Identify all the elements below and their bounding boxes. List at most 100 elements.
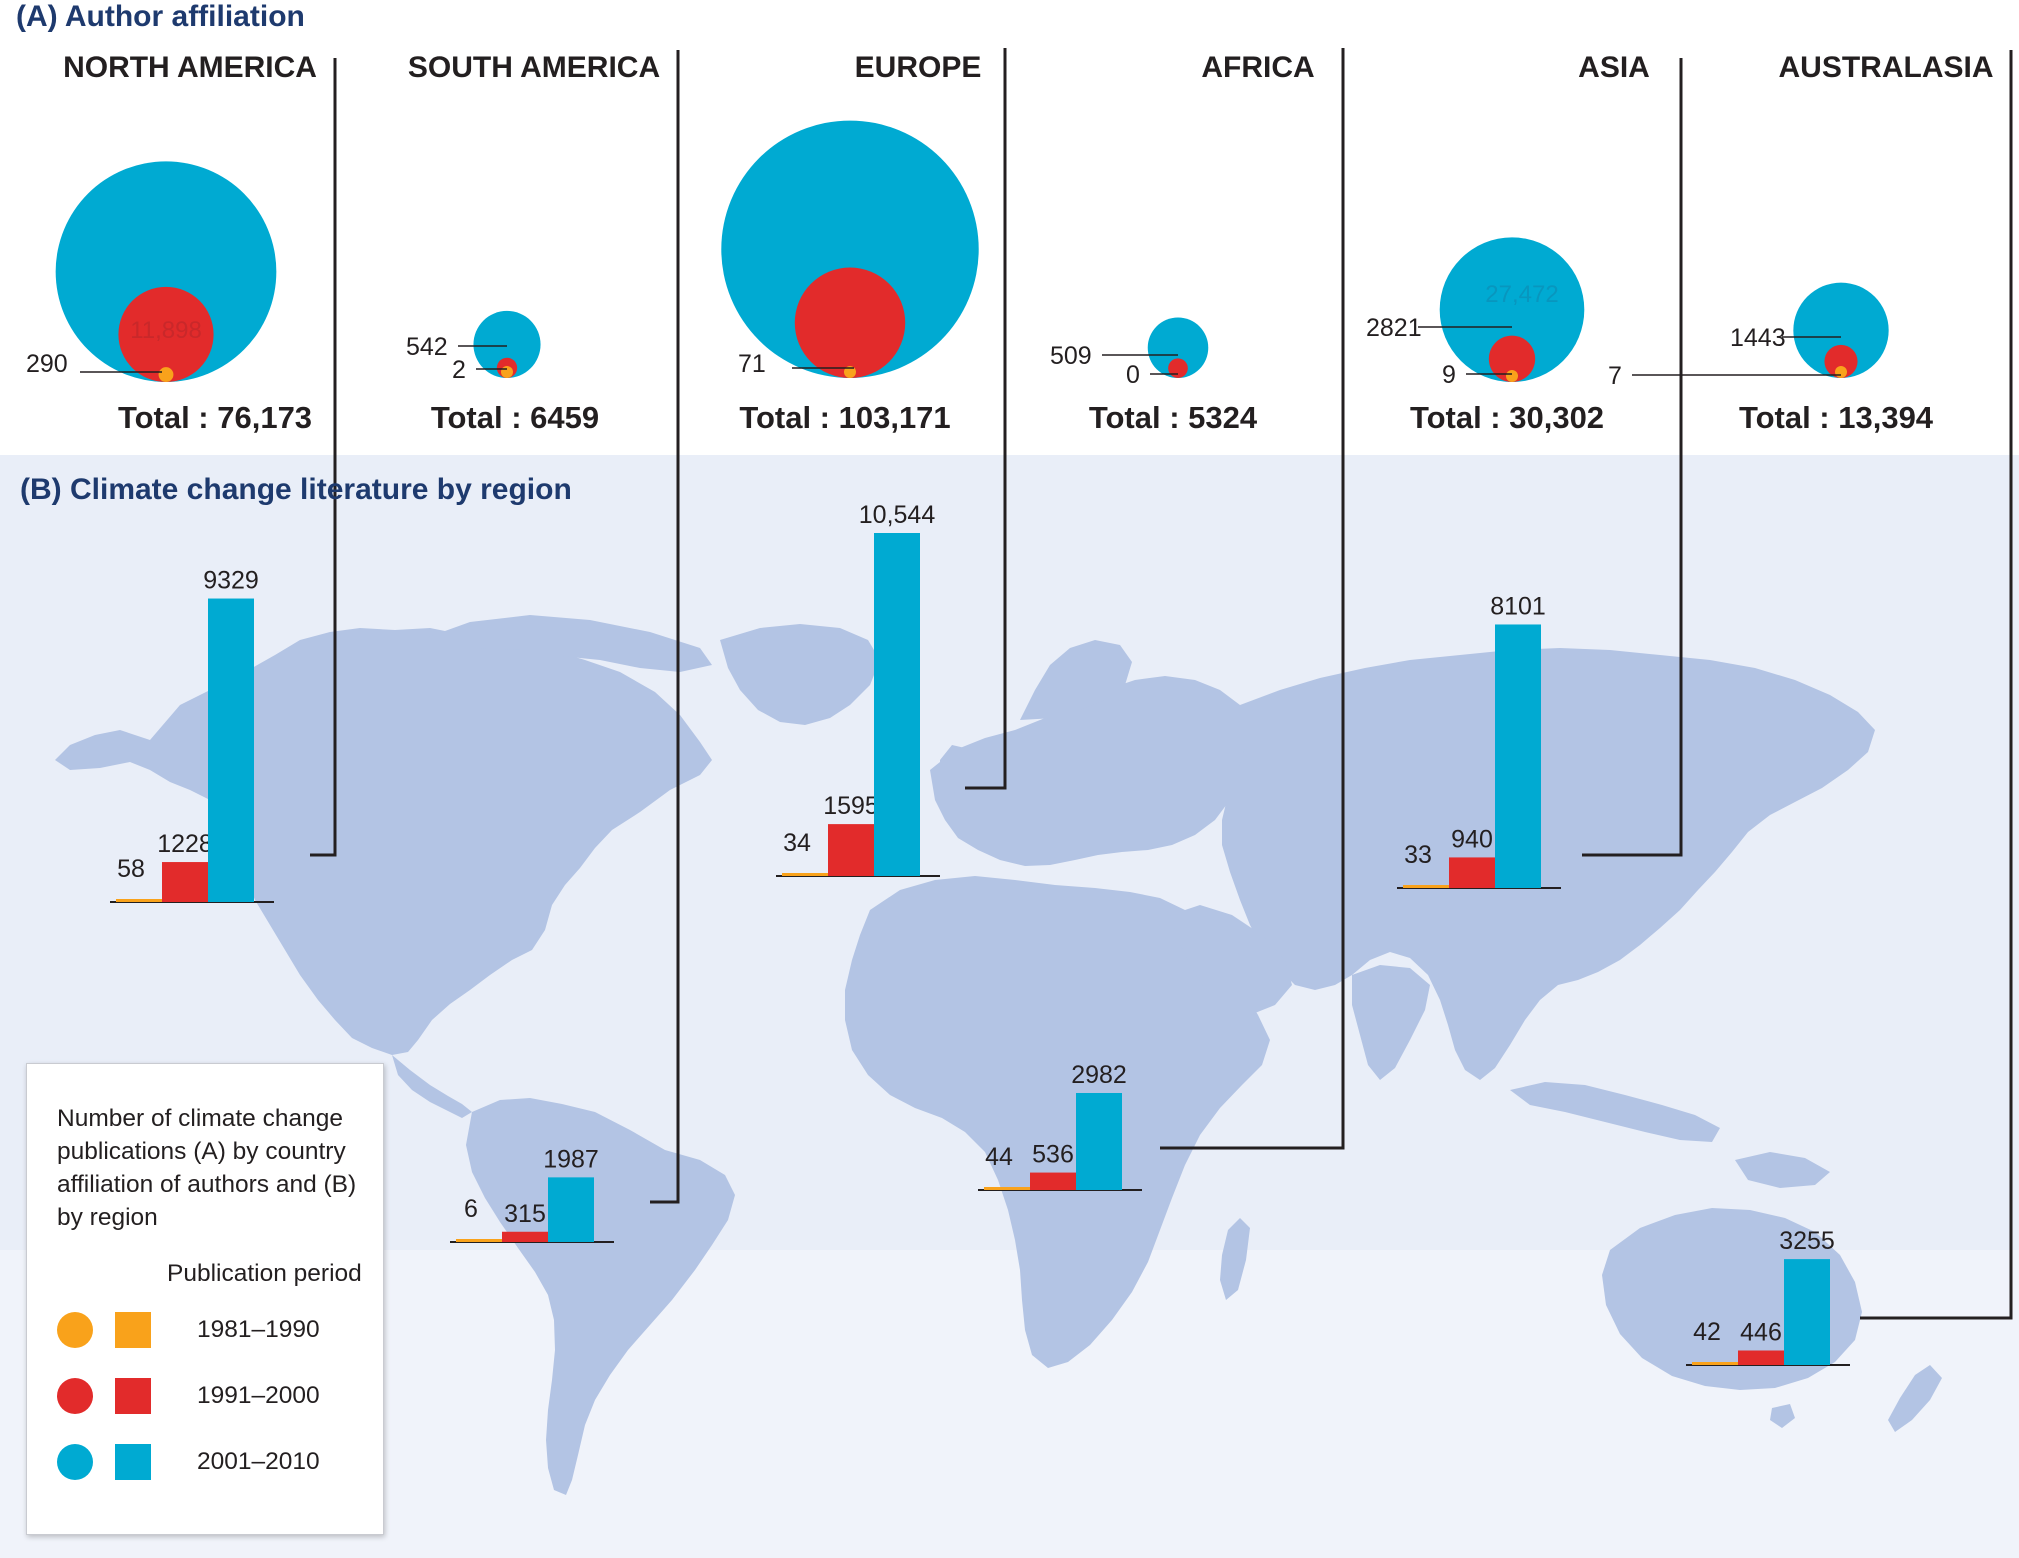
bar-label-1991: 536 xyxy=(1032,1141,1074,1169)
panel-b-title: (B) Climate change literature by region xyxy=(20,473,572,506)
map-new-zealand xyxy=(1888,1365,1942,1432)
bubble-1981 xyxy=(158,367,174,382)
bubble-2001 xyxy=(55,161,277,382)
bar-1991 xyxy=(162,862,208,902)
bar-1991 xyxy=(502,1231,548,1242)
map-greenland xyxy=(720,624,880,725)
region-name: AUSTRALASIA xyxy=(1779,51,1994,84)
legend-box: Number of climate change publications (A… xyxy=(26,1063,384,1535)
bar-group-asia: 33 940 8101 xyxy=(1397,592,1561,889)
bar-1991 xyxy=(1449,857,1495,888)
map-india xyxy=(1352,965,1430,1080)
connector-africa xyxy=(1160,48,1345,1150)
bubble-label-1981: 2 xyxy=(452,356,466,384)
bubble-group-africa: AFRICA 509 0 Total : 5324 xyxy=(1050,51,1315,435)
bar-1981 xyxy=(116,899,162,902)
bubble-1991 xyxy=(118,286,214,382)
bar-1981 xyxy=(456,1239,502,1242)
legend-label-1981: 1981–1990 xyxy=(197,1316,320,1343)
bar-label-1981: 34 xyxy=(783,829,811,857)
bar-group-africa: 44 536 2982 xyxy=(978,1061,1142,1191)
connector-australasia xyxy=(1860,50,2013,1320)
bar-label-1981: 42 xyxy=(1693,1318,1721,1346)
map-africa xyxy=(845,876,1270,1368)
bar-label-2001: 10,544 xyxy=(859,501,936,529)
connector-europe xyxy=(965,48,1007,790)
map-asia xyxy=(1222,648,1875,1080)
bubble-label-1991: 11,898 xyxy=(130,317,202,344)
bar-1991 xyxy=(1738,1350,1784,1365)
region-name: NORTH AMERICA xyxy=(63,51,317,84)
connector-south-america xyxy=(650,50,680,1204)
bubble-label-1981: 71 xyxy=(738,350,766,378)
bar-1981 xyxy=(1692,1362,1738,1365)
region-total: Total : 103,171 xyxy=(739,400,950,435)
bubble-label-1991: 509 xyxy=(1050,342,1092,370)
bar-2001 xyxy=(548,1177,594,1242)
region-total: Total : 6459 xyxy=(431,400,599,435)
bar-group-australasia: 42 446 3255 xyxy=(1686,1227,1850,1366)
world-map xyxy=(55,615,1942,1495)
bubble-2001 xyxy=(1793,282,1889,378)
map-south-america xyxy=(466,1098,735,1495)
bubble-1991 xyxy=(1824,344,1858,378)
legend-circle-1981 xyxy=(57,1312,93,1348)
bubble-label-1981: 9 xyxy=(1442,361,1456,389)
bar-1981 xyxy=(1403,885,1449,888)
bubble-group-australasia: AUSTRALASIA 1443 7 Total : 13,394 xyxy=(1608,51,1994,435)
bar-1991 xyxy=(1030,1172,1076,1190)
region-total: Total : 30,302 xyxy=(1410,400,1604,435)
panel-a-title: (A) Author affiliation xyxy=(16,0,305,33)
bubble-label-1991: 542 xyxy=(406,333,448,361)
bar-label-2001: 9329 xyxy=(203,567,259,595)
bar-label-2001: 3255 xyxy=(1779,1227,1835,1255)
map-arabia xyxy=(1170,905,1292,1015)
bubble-label-1981: 290 xyxy=(26,350,68,378)
bar-label-1991: 446 xyxy=(1740,1318,1782,1346)
bar-group-north-america: 58 1228 9329 xyxy=(110,567,274,903)
legend-label-2001: 2001–2010 xyxy=(197,1448,320,1475)
region-name: SOUTH AMERICA xyxy=(408,51,660,84)
bubble-1981 xyxy=(1835,366,1847,378)
bar-label-1981: 44 xyxy=(985,1143,1013,1171)
legend-square-1981 xyxy=(115,1312,151,1348)
connector-lines xyxy=(310,48,2013,1320)
bubble-1981 xyxy=(501,366,513,378)
bar-label-2001: 8101 xyxy=(1490,592,1546,620)
bar-label-1991: 940 xyxy=(1451,825,1493,853)
legend-circle-1991 xyxy=(57,1378,93,1414)
connector-asia xyxy=(1582,58,1683,857)
legend-label-1991: 1991–2000 xyxy=(197,1382,320,1409)
map-central-america xyxy=(392,1055,472,1118)
bar-label-1981: 6 xyxy=(464,1195,478,1223)
region-total: Total : 13,394 xyxy=(1739,400,1934,435)
map-uk xyxy=(940,745,968,795)
bubble-label-1981: 0 xyxy=(1126,361,1140,389)
legend-description: Number of climate change publications (A… xyxy=(57,1105,357,1231)
bubble-1981 xyxy=(1506,370,1518,382)
bubble-1991 xyxy=(794,267,906,378)
bar-label-2001: 2982 xyxy=(1071,1061,1127,1089)
bar-2001 xyxy=(1076,1092,1122,1190)
map-north-america xyxy=(150,628,712,1055)
bubble-group-north-america: NORTH AMERICA 290 11,898 Total : 76,173 xyxy=(26,51,317,435)
panel-b-bars: 58 1228 9329 6 315 1987 34 1595 10,544 44 536 2982 3… xyxy=(110,501,1850,1366)
map-scandinavia xyxy=(1020,640,1132,720)
bar-label-1991: 1228 xyxy=(157,830,213,858)
bubble-2001 xyxy=(721,120,979,378)
legend-circle-2001 xyxy=(57,1444,93,1480)
bar-1991 xyxy=(828,824,874,876)
map-japan xyxy=(1686,818,1728,885)
bar-2001 xyxy=(1784,1259,1830,1365)
bar-2001 xyxy=(874,533,920,876)
bar-label-1981: 58 xyxy=(117,855,145,883)
region-name: EUROPE xyxy=(855,51,982,84)
bubble-group-europe: EUROPE 71 Total : 103,171 xyxy=(721,51,981,435)
bar-1981 xyxy=(782,873,828,876)
bubble-group-asia: ASIA 2821 9 27,472 Total : 30,302 xyxy=(1366,51,1650,435)
bubble-2001 xyxy=(1439,237,1585,382)
